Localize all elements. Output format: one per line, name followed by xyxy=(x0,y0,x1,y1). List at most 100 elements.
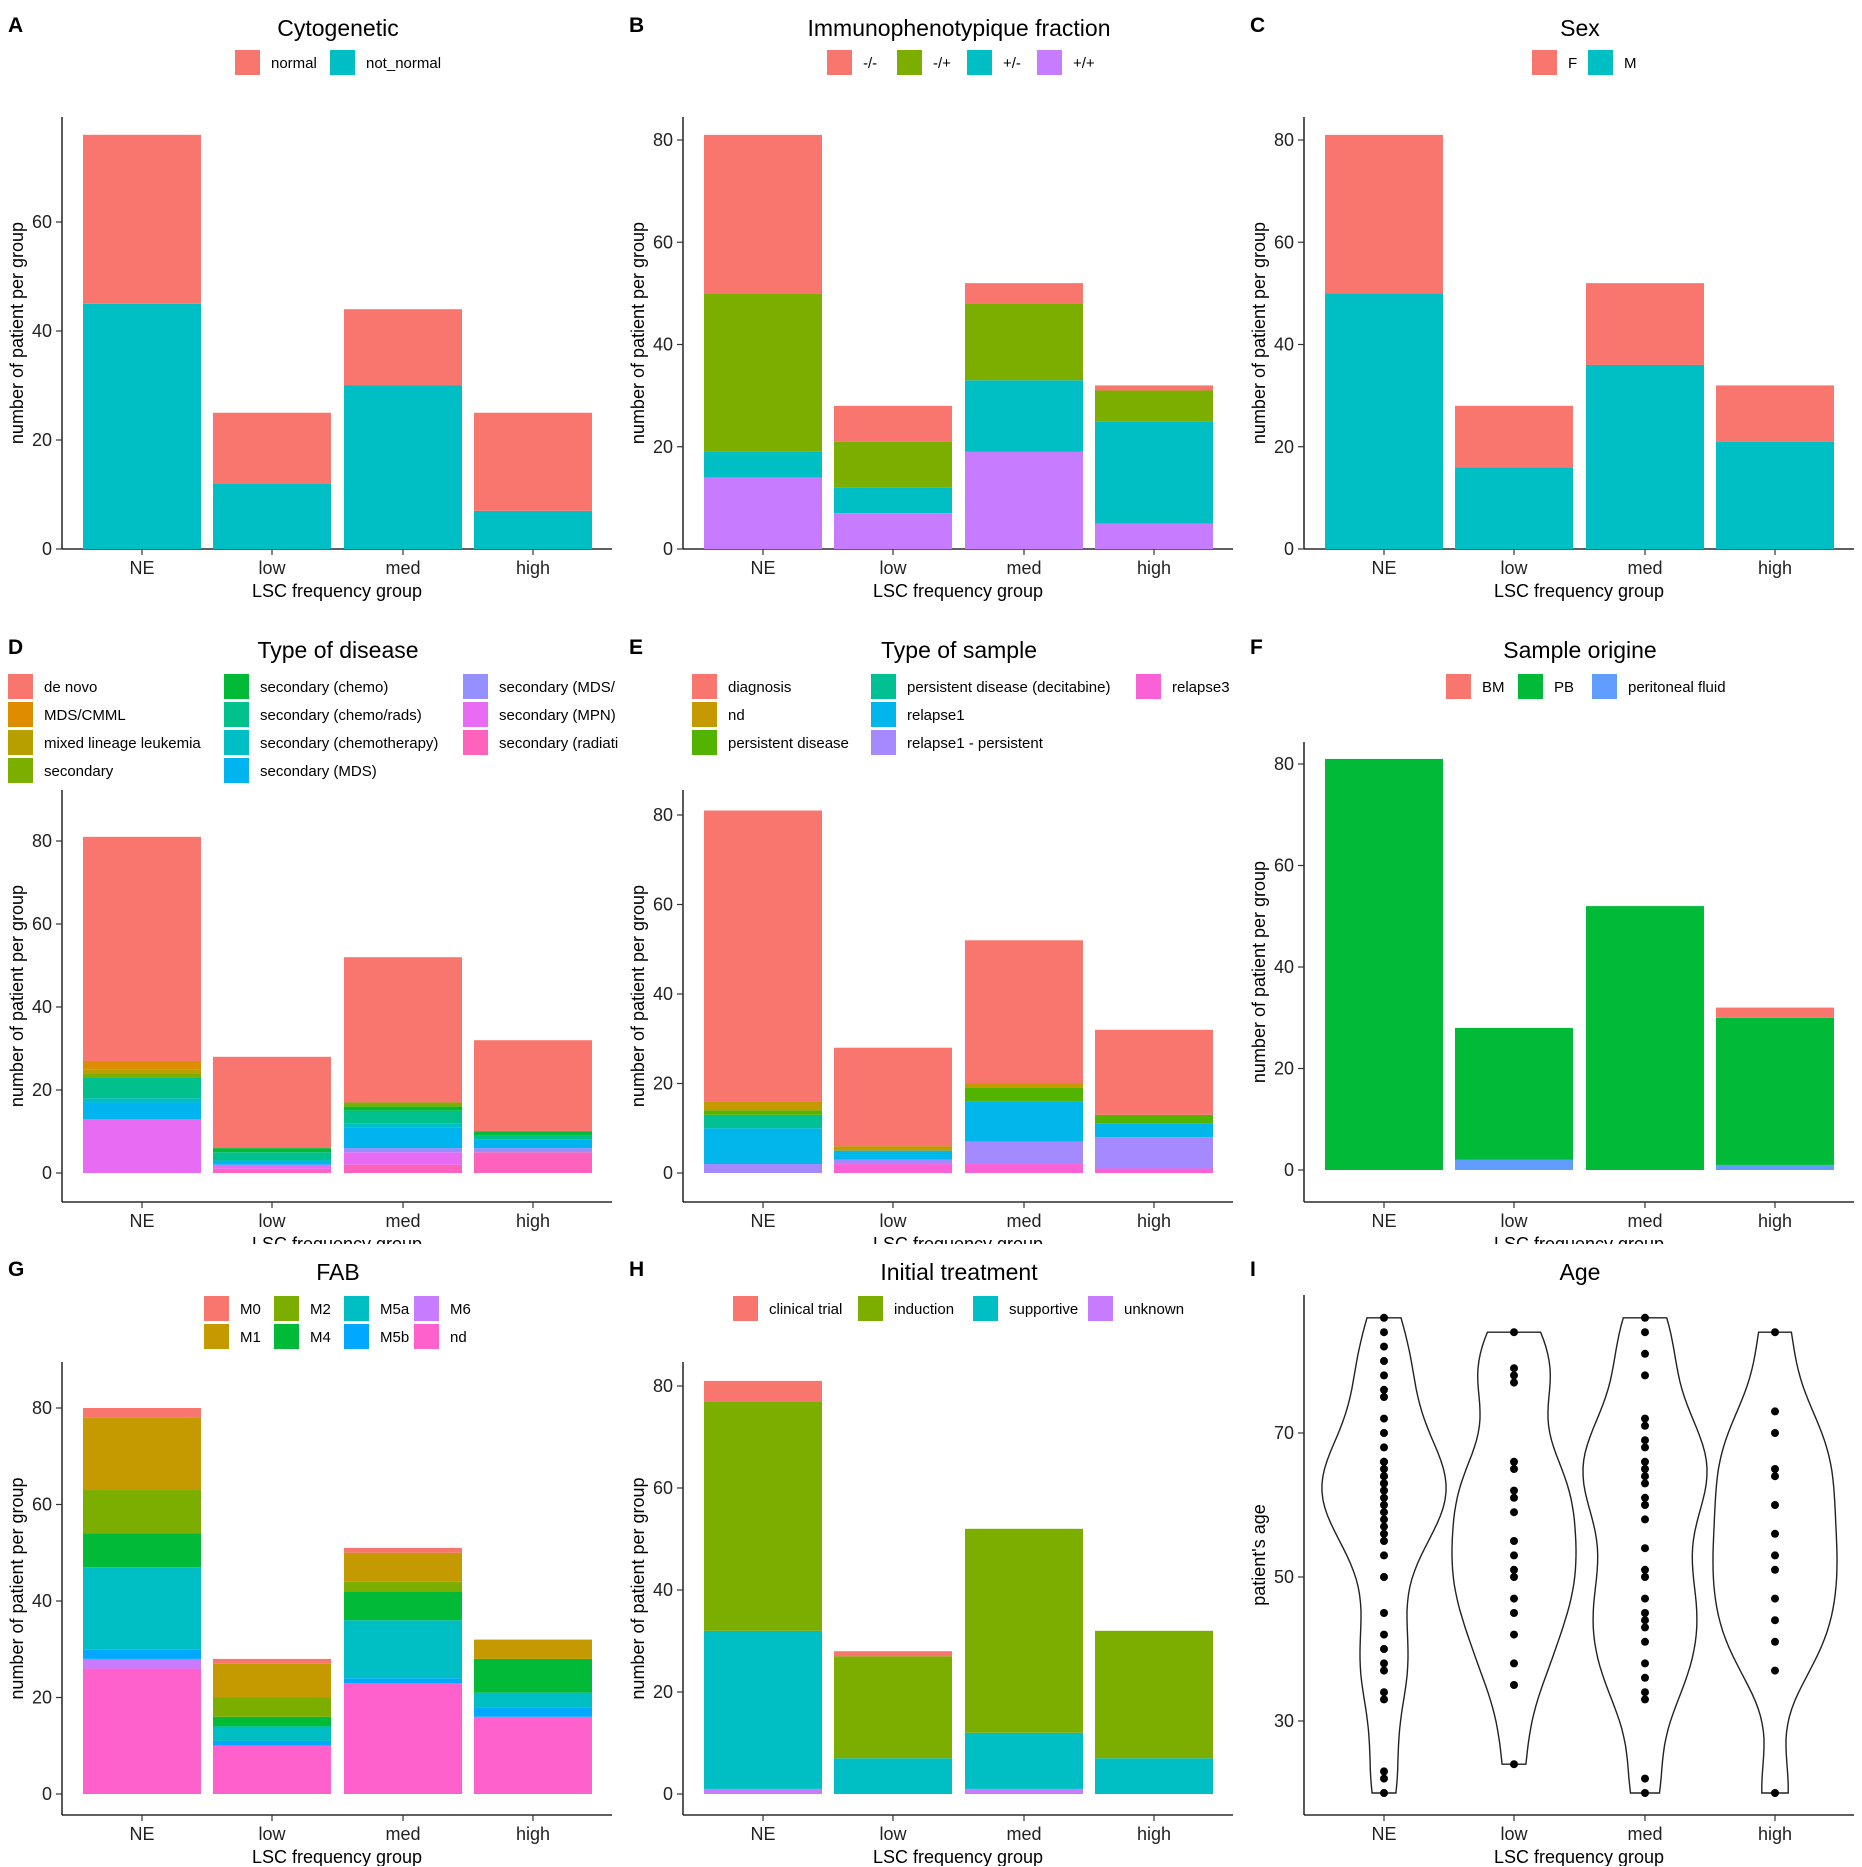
data-point xyxy=(1771,1551,1779,1560)
data-point xyxy=(1641,1493,1649,1502)
data-point xyxy=(1641,1688,1649,1697)
bar-segment xyxy=(704,1401,822,1631)
bar-segment xyxy=(474,1707,592,1717)
y-tick-label: 60 xyxy=(32,1495,52,1515)
data-point xyxy=(1641,1479,1649,1488)
y-tick-label: 40 xyxy=(1274,957,1294,977)
data-point xyxy=(1771,1594,1779,1603)
data-point xyxy=(1380,1659,1388,1668)
bar-segment xyxy=(704,1110,822,1115)
data-point xyxy=(1771,1465,1779,1473)
chart-title: Sample origine xyxy=(1503,637,1656,663)
data-point xyxy=(1641,1565,1649,1574)
x-tick-label: high xyxy=(1137,1824,1171,1844)
legend-label: diagnosis xyxy=(728,679,791,696)
bar-segment xyxy=(1716,1007,1834,1018)
legend-swatch xyxy=(1037,50,1062,75)
legend-swatch xyxy=(1518,674,1543,699)
legend-swatch xyxy=(224,730,249,755)
data-point xyxy=(1510,1609,1518,1617)
legend-label: secondary xyxy=(44,763,114,780)
data-point xyxy=(1771,1529,1779,1538)
bar-segment xyxy=(344,1106,462,1111)
legend-label: BM xyxy=(1482,679,1505,696)
bar-segment xyxy=(344,1102,462,1107)
bar-segment xyxy=(344,1127,462,1149)
legend-swatch xyxy=(871,702,896,727)
bar-segment xyxy=(1586,283,1704,365)
bar-segment xyxy=(704,134,822,294)
legend-swatch xyxy=(897,50,922,75)
data-point xyxy=(1380,1666,1388,1675)
x-tick-label: NE xyxy=(1371,1211,1396,1231)
y-tick-label: 60 xyxy=(653,1478,673,1498)
legend-label: supportive xyxy=(1009,1301,1078,1318)
violin-outline xyxy=(1582,1317,1708,1794)
panel-letter: F xyxy=(1250,636,1263,659)
data-point xyxy=(1380,1472,1388,1481)
legend-label: de novo xyxy=(44,679,97,696)
legend-swatch xyxy=(858,1296,883,1321)
data-point xyxy=(1510,1364,1518,1373)
x-tick-label: NE xyxy=(129,1824,154,1844)
bar-segment xyxy=(834,1758,952,1794)
y-tick-label: 30 xyxy=(1274,1711,1294,1731)
y-tick-label: 60 xyxy=(1274,856,1294,876)
data-point xyxy=(1641,1609,1649,1617)
bar-segment xyxy=(834,1159,952,1165)
bar-segment xyxy=(344,385,462,549)
y-tick-label: 0 xyxy=(663,1784,673,1804)
y-tick-label: 0 xyxy=(42,539,52,559)
bar-segment xyxy=(1095,1029,1213,1115)
bar-segment xyxy=(1095,1123,1213,1138)
y-tick-label: 0 xyxy=(42,1163,52,1183)
legend-swatch xyxy=(1588,50,1613,75)
y-tick-label: 80 xyxy=(1274,130,1294,150)
y-tick-label: 20 xyxy=(32,1080,52,1100)
data-point xyxy=(1641,1465,1649,1473)
bar-segment xyxy=(474,1639,592,1659)
legend-label: secondary (chemotherapy) xyxy=(260,735,438,752)
data-point xyxy=(1380,1522,1388,1531)
x-tick-label: med xyxy=(1627,1211,1662,1231)
bar-segment xyxy=(1716,1164,1834,1170)
bar-segment xyxy=(834,441,952,488)
y-axis-label: number of patient per group xyxy=(1249,222,1269,444)
bar-segment xyxy=(1716,441,1834,549)
legend-label: MDS/CMML xyxy=(44,707,126,724)
bar-segment xyxy=(344,1683,462,1794)
legend-label: M4 xyxy=(310,1329,331,1346)
x-tick-label: NE xyxy=(750,1211,775,1231)
bar-segment xyxy=(474,1152,592,1173)
bar-segment xyxy=(1586,364,1704,549)
data-point xyxy=(1510,1378,1518,1387)
x-tick-label: med xyxy=(385,1211,420,1231)
data-point xyxy=(1380,1443,1388,1452)
bar-segment xyxy=(1095,1630,1213,1759)
y-tick-label: 60 xyxy=(653,895,673,915)
bar-segment xyxy=(83,1490,201,1534)
data-point xyxy=(1641,1659,1649,1668)
data-point xyxy=(1771,1472,1779,1481)
chart-title: Initial treatment xyxy=(880,1259,1038,1285)
y-axis-label: number of patient per group xyxy=(628,885,648,1107)
bar-segment xyxy=(344,1164,462,1173)
data-point xyxy=(1380,1573,1388,1581)
y-tick-label: 70 xyxy=(1274,1423,1294,1443)
legend-label: F xyxy=(1568,55,1577,72)
data-point xyxy=(1380,1609,1388,1617)
data-point xyxy=(1510,1594,1518,1603)
legend-label: relapse3 xyxy=(1172,679,1230,696)
x-tick-label: NE xyxy=(129,558,154,578)
legend-swatch xyxy=(274,1324,299,1349)
data-point xyxy=(1771,1789,1779,1797)
data-point xyxy=(1380,1789,1388,1797)
bar-segment xyxy=(83,303,201,549)
data-point xyxy=(1641,1328,1649,1337)
x-tick-label: med xyxy=(1006,1211,1041,1231)
bar-segment xyxy=(213,1745,331,1794)
x-tick-label: NE xyxy=(1371,558,1396,578)
x-tick-label: low xyxy=(879,558,907,578)
legend-label: nd xyxy=(450,1329,467,1346)
legend-label: M0 xyxy=(240,1301,261,1318)
